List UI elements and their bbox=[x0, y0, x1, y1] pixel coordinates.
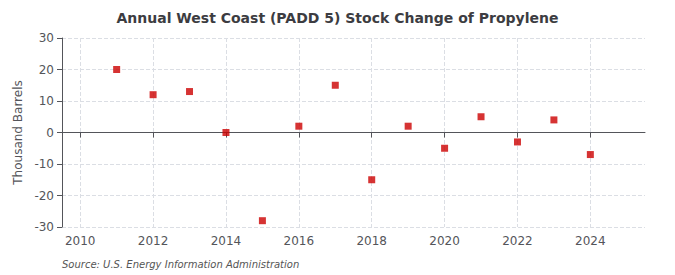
svg-text:-30: -30 bbox=[34, 220, 54, 234]
svg-text:2010: 2010 bbox=[65, 234, 96, 248]
svg-text:20: 20 bbox=[39, 63, 54, 77]
svg-text:30: 30 bbox=[39, 31, 54, 45]
svg-text:Thousand Barrels: Thousand Barrels bbox=[11, 80, 25, 185]
svg-text:10: 10 bbox=[39, 94, 54, 108]
svg-text:Annual West Coast (PADD 5) Sto: Annual West Coast (PADD 5) Stock Change … bbox=[117, 10, 559, 26]
svg-text:-10: -10 bbox=[34, 157, 54, 171]
svg-text:2018: 2018 bbox=[356, 234, 387, 248]
svg-text:2012: 2012 bbox=[138, 234, 169, 248]
svg-text:2016: 2016 bbox=[284, 234, 315, 248]
svg-text:2020: 2020 bbox=[429, 234, 460, 248]
svg-text:2024: 2024 bbox=[575, 234, 606, 248]
svg-text:2022: 2022 bbox=[502, 234, 533, 248]
svg-text:-20: -20 bbox=[34, 189, 54, 203]
svg-text:0: 0 bbox=[46, 126, 54, 140]
svg-text:Source: U.S. Energy Informatio: Source: U.S. Energy Information Administ… bbox=[62, 259, 299, 270]
svg-text:2014: 2014 bbox=[211, 234, 242, 248]
